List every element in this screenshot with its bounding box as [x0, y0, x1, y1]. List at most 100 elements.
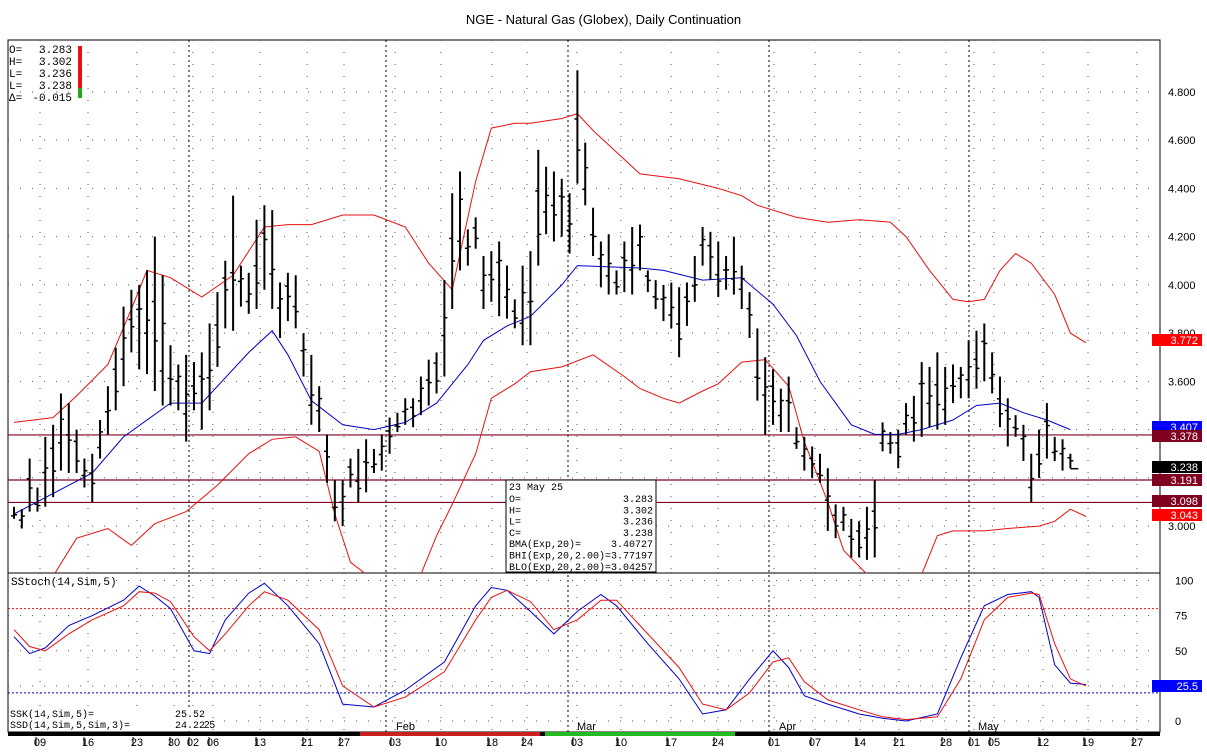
price-badge — [1152, 495, 1202, 507]
info-box-value: 3.04257 — [611, 563, 653, 574]
info-box-label: L= — [509, 518, 521, 529]
ohlc-readout-value: 3.283 — [39, 45, 72, 57]
x-day-label: 28 — [940, 737, 952, 749]
ohlc-readout-label: Δ= — [9, 93, 22, 105]
x-day-label: 01 — [768, 737, 780, 749]
price-badge-label: 3.772 — [1170, 335, 1198, 347]
x-month-label: May — [978, 721, 999, 733]
info-box-date: 23 May 25 — [509, 483, 563, 494]
info-box-value: 3.238 — [623, 529, 653, 540]
ssd-line — [13, 589, 1087, 721]
price-badge — [1152, 509, 1202, 521]
x-day-label: 13 — [254, 737, 266, 749]
info-box — [505, 479, 657, 573]
price-badge-label: 3.191 — [1170, 475, 1198, 487]
x-day-label: 27 — [1131, 737, 1143, 749]
x-day-label: 30 — [168, 737, 180, 749]
stoch-series-group — [13, 582, 1087, 722]
info-box-value: 3.236 — [623, 518, 653, 529]
x-day-label: 24 — [521, 737, 533, 749]
stoch-y-tick-label: 100 — [1175, 576, 1193, 588]
stoch-y-tick-label: 50 — [1175, 646, 1187, 658]
bhi-band-line — [13, 113, 1087, 423]
x-day-label: 21 — [301, 737, 313, 749]
x-day-label: 23 — [131, 737, 143, 749]
price-badge — [1152, 334, 1202, 346]
price-y-tick-label: 3.000 — [1168, 521, 1196, 533]
info-box-label: H= — [509, 506, 521, 517]
ssk-line — [13, 582, 1087, 722]
price-y-tick-label: 3.600 — [1168, 376, 1196, 388]
x-day-label: 06 — [207, 737, 219, 749]
x-day-label: 12 — [1037, 737, 1049, 749]
ohlc-readout-value: -0.015 — [32, 93, 72, 105]
ohlc-readout-delta-bar — [78, 88, 82, 98]
stoch-value: 24.22 — [175, 721, 205, 732]
info-box-value: 3.302 — [623, 506, 653, 517]
price-badge-label: 3.238 — [1170, 462, 1198, 474]
stoch-badge-label: 25.5 — [1177, 681, 1198, 693]
stoch-value-label: SSK(14,Sim,5)= — [10, 709, 94, 721]
info-box-label: BHI(Exp,20,2.00)= — [509, 551, 611, 563]
x-month-label: Feb — [396, 721, 415, 733]
price-badge-label: 3.043 — [1170, 510, 1198, 522]
x-day-label: 10 — [435, 737, 447, 749]
price-y-tick-label: 4.400 — [1168, 183, 1196, 195]
stoch-y-tick-label: 0 — [1175, 716, 1181, 728]
x-day-label: 17 — [665, 737, 677, 749]
stoch-panel-label: SStoch(14,Sim,5) — [11, 577, 117, 589]
info-box-value: 3.40727 — [611, 540, 653, 551]
info-box-value: 3.77197 — [611, 552, 653, 563]
price-badge — [1152, 430, 1202, 442]
info-box-value: 3.283 — [623, 495, 653, 506]
ohlc-readout-range-bar — [78, 46, 82, 98]
ohlc-readout-label: O= — [9, 45, 22, 57]
info-box-label: O= — [509, 495, 521, 506]
x-day-label: 02 — [187, 737, 199, 749]
x-day-label: 24 — [712, 737, 724, 749]
price-badge-label: 3.378 — [1170, 431, 1198, 443]
x-day-label: 27 — [338, 737, 350, 749]
x-month-label: Apr — [779, 721, 796, 733]
x-day-label: 16 — [82, 737, 94, 749]
ohlc-readout-value: 3.302 — [39, 57, 72, 69]
ohlc-readout-value: 3.238 — [39, 81, 72, 93]
price-badge — [1152, 461, 1202, 473]
ohlc-readout-label: L= — [9, 69, 22, 81]
stoch-value-label: SSD(14,Sim,5,Sim,3)= — [10, 720, 130, 732]
stoch-values-bg — [9, 707, 205, 731]
ohlc-readout-label: L= — [9, 81, 22, 93]
info-box-label: BLO(Exp,20,2.00)= — [509, 562, 611, 574]
info-box-label: BMA(Exp,20)= — [509, 539, 581, 551]
price-y-tick-label: 4.600 — [1168, 135, 1196, 147]
x-day-label: 03 — [571, 737, 583, 749]
blo-band-line — [54, 354, 1087, 573]
stray-year-label: 25 — [204, 720, 216, 731]
price-badge — [1152, 474, 1202, 486]
chart-title: NGE - Natural Gas (Globex), Daily Contin… — [465, 12, 742, 27]
stoch-y-tick-label: 75 — [1175, 611, 1187, 623]
stoch-badge — [1152, 680, 1202, 692]
price-y-tick-label: 4.200 — [1168, 232, 1196, 244]
ohlc-readout-value: 3.236 — [39, 69, 72, 81]
stoch-value: 25.52 — [175, 710, 205, 721]
x-day-label: 05 — [988, 737, 1000, 749]
bma-line — [13, 265, 1071, 515]
x-month-label: Mar — [577, 721, 596, 733]
x-day-label: 09 — [34, 737, 46, 749]
x-day-label: 14 — [854, 737, 866, 749]
x-axis-strip-green — [545, 732, 735, 736]
ohlc-readout-label: H= — [9, 57, 22, 69]
x-day-label: 21 — [893, 737, 905, 749]
x-day-label: 03 — [389, 737, 401, 749]
x-day-label: 07 — [809, 737, 821, 749]
x-day-label: 19 — [1082, 737, 1094, 749]
ohlc-bars-group — [11, 70, 1074, 560]
price-y-tick-label: 4.000 — [1168, 280, 1196, 292]
x-day-label: 18 — [486, 737, 498, 749]
x-axis-strip-red — [360, 732, 540, 736]
info-box-label: C= — [509, 529, 521, 540]
price-badge-label: 3.098 — [1170, 496, 1198, 508]
price-y-tick-label: 4.800 — [1168, 87, 1196, 99]
